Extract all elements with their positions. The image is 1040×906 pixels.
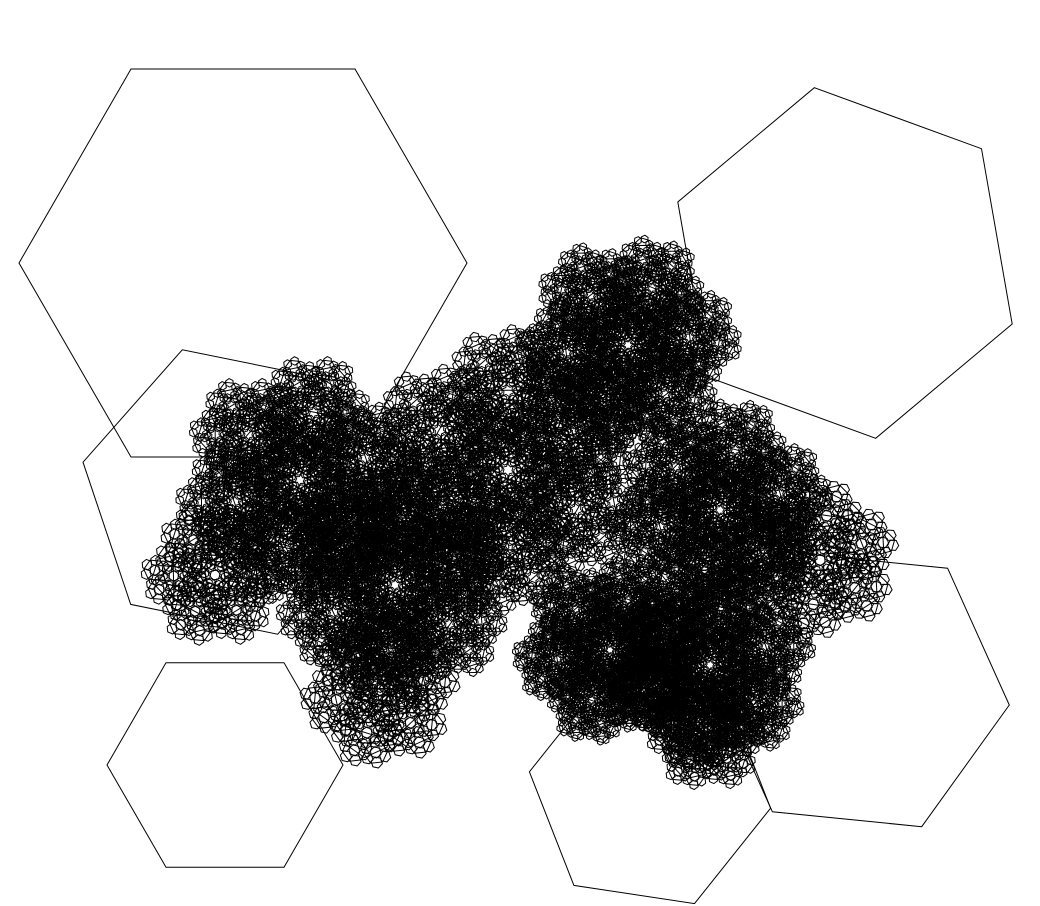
hexagon-outline bbox=[249, 510, 259, 520]
hexagon-outline bbox=[203, 482, 212, 492]
hexagon-outline bbox=[280, 520, 290, 530]
hexagon-outline bbox=[225, 469, 245, 488]
hexagon-outline bbox=[222, 465, 232, 476]
hexagon-outline bbox=[223, 453, 242, 473]
hexagon-outline bbox=[218, 474, 228, 484]
hexagon-outline bbox=[230, 481, 239, 491]
hexagon-outline bbox=[201, 486, 210, 497]
hexagon-outline bbox=[197, 471, 207, 481]
hexagon-outline bbox=[287, 573, 297, 583]
hexagon-outline bbox=[235, 456, 244, 467]
hexagon-outline bbox=[222, 452, 232, 463]
hexagon-outline bbox=[221, 473, 231, 483]
hexagon-outline bbox=[208, 483, 217, 494]
hexagon-outline bbox=[232, 463, 242, 474]
hexagon-outline bbox=[249, 494, 258, 504]
hexagon-outline bbox=[237, 470, 247, 481]
hexagon-outline bbox=[237, 478, 246, 488]
hexagon-outline bbox=[193, 459, 213, 478]
hexagon-outline bbox=[206, 517, 216, 527]
hexagon-outline bbox=[225, 465, 235, 476]
hexagon-outline bbox=[225, 490, 236, 501]
hexagon-outline bbox=[242, 521, 261, 540]
hexagon-outline bbox=[209, 569, 221, 581]
hexagon-outline bbox=[211, 460, 221, 471]
hexagon-outline bbox=[187, 477, 197, 487]
hexagon-outline bbox=[192, 491, 201, 502]
hexagon-outline bbox=[209, 464, 228, 483]
hexagon-outline bbox=[214, 496, 224, 507]
hexagon-outline bbox=[176, 487, 185, 498]
hexagon-outline bbox=[192, 492, 211, 512]
hexagon-outline bbox=[214, 476, 224, 487]
hexagon-outline bbox=[192, 504, 202, 515]
hexagon-layer bbox=[18, 68, 1013, 905]
hexagon-outline bbox=[239, 499, 248, 509]
hexagon-outline bbox=[677, 87, 1013, 439]
hexagon-outline bbox=[268, 535, 277, 545]
hexagon-outline bbox=[198, 447, 208, 458]
hexagon-outline bbox=[106, 662, 344, 868]
hexagon-outline bbox=[211, 475, 221, 486]
hexagon-outline bbox=[213, 452, 223, 463]
hexagon-outline bbox=[177, 488, 197, 506]
hexagon-outline bbox=[211, 499, 221, 510]
hexagon-outline bbox=[195, 474, 205, 485]
hexagon-outline bbox=[220, 449, 230, 460]
hexagon-outline bbox=[209, 464, 219, 474]
hexagon-outline bbox=[283, 565, 293, 575]
hexagon-outline bbox=[211, 485, 230, 504]
hexagon-outline bbox=[192, 459, 202, 469]
hexagon-outline bbox=[181, 499, 191, 510]
hexagon-outline bbox=[211, 484, 221, 494]
hexagon-outline bbox=[237, 496, 248, 507]
